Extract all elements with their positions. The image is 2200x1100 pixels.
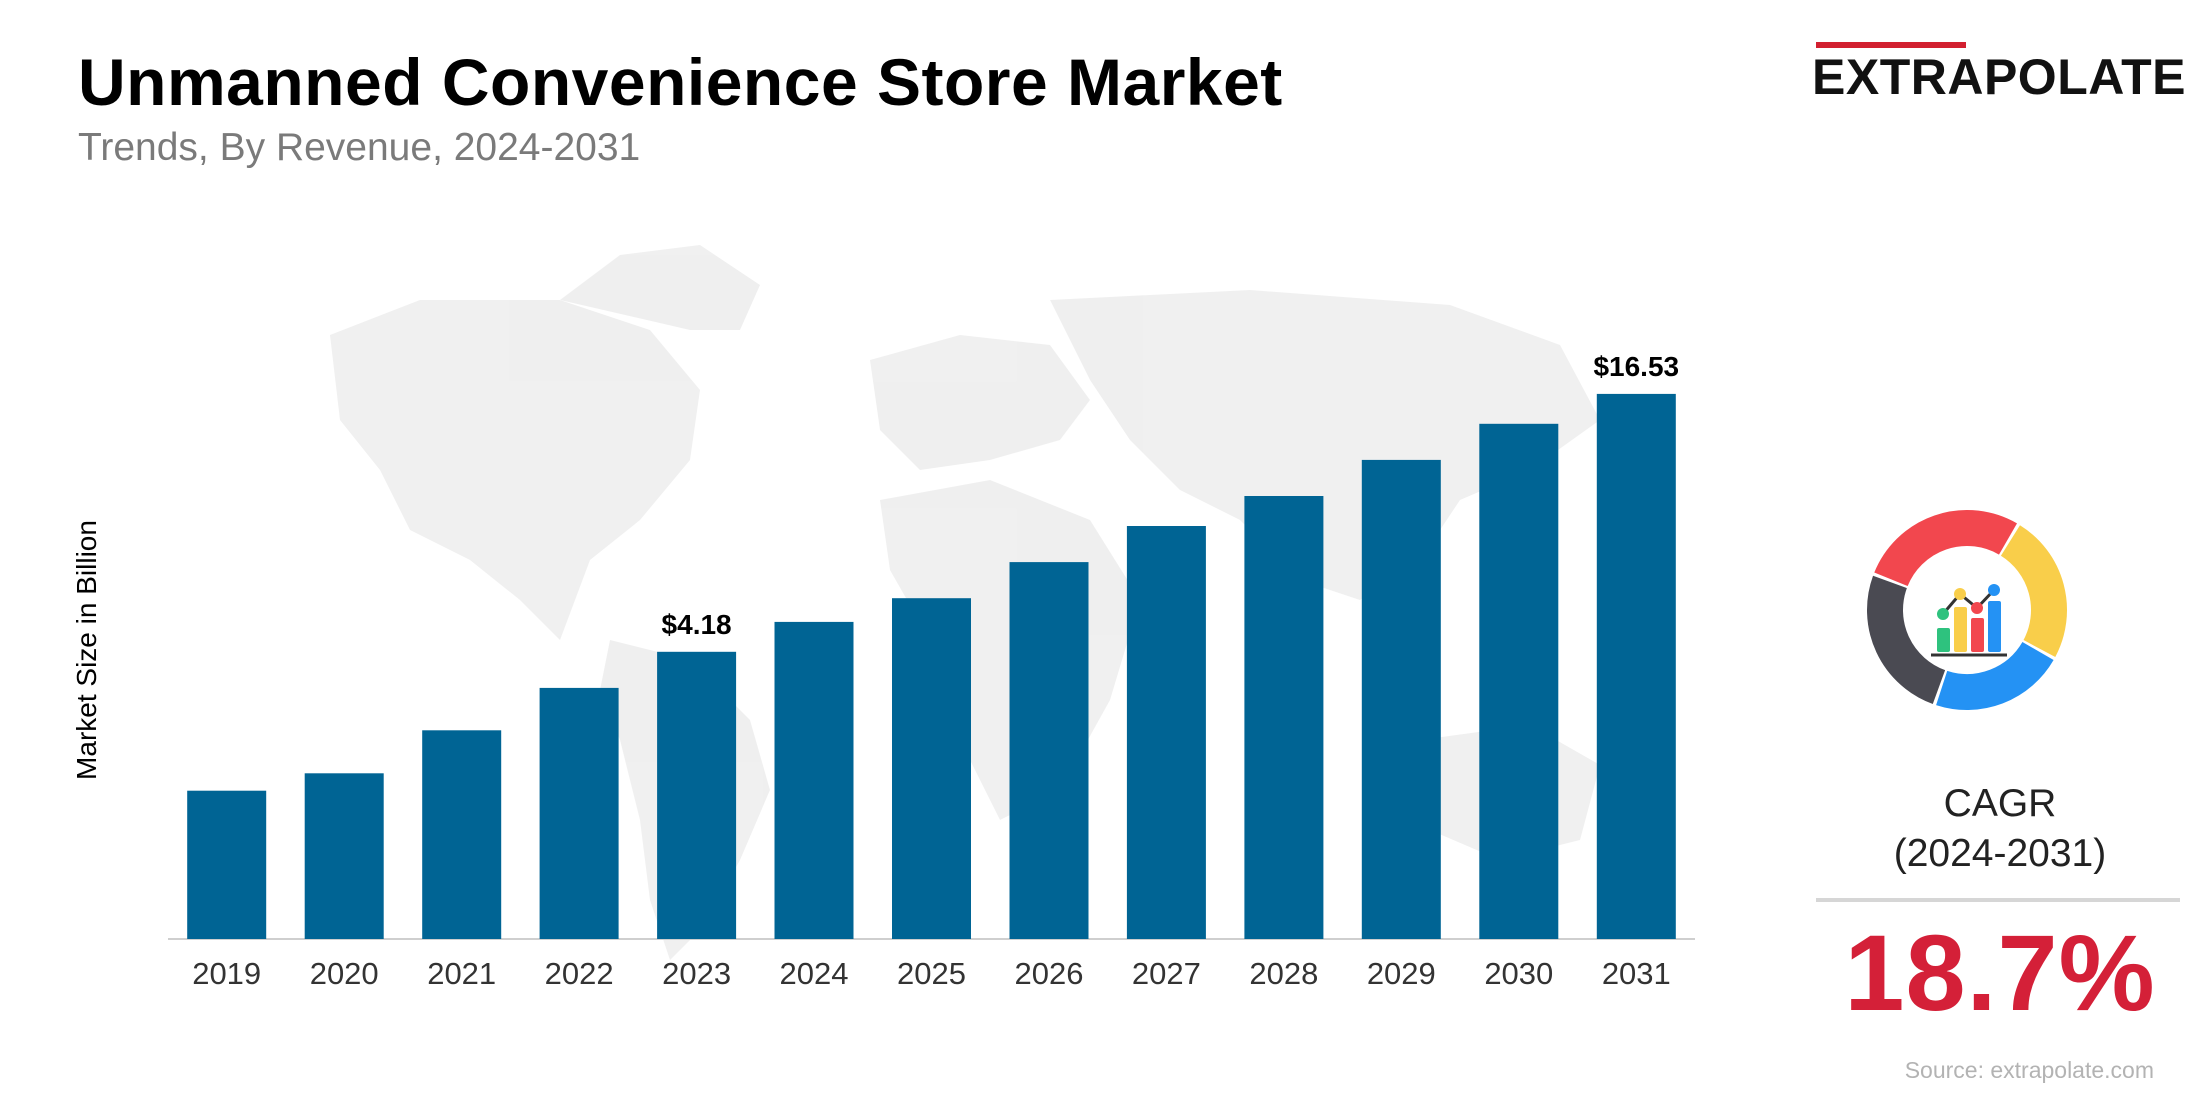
- logo-accent-bar: [1816, 42, 1966, 48]
- bar-2028: [1244, 496, 1324, 939]
- extrapolate-logo[interactable]: EXTRAPOLATE: [1812, 40, 2186, 105]
- donut-segment-yellow: [2000, 525, 2067, 657]
- cagr-label: CAGR: [1943, 782, 2057, 825]
- x-tick-2023: 2023: [662, 956, 731, 991]
- bar-chart: 2019 2020 2021 2022 2023 $4.18 2024 2025 2026 202…: [168, 245, 1695, 991]
- x-tick-2024: 2024: [780, 956, 849, 991]
- bar-2030: [1479, 423, 1559, 939]
- x-tick-2025: 2025: [897, 956, 966, 991]
- cagr-divider: [1816, 898, 2180, 902]
- x-tick-2020: 2020: [310, 956, 379, 991]
- x-tick-2031: 2031: [1602, 956, 1671, 991]
- bar-2029: [1361, 459, 1441, 939]
- bar-2027: [1126, 526, 1206, 939]
- analytics-donut-icon: [1865, 508, 2069, 717]
- donut-segment-red: [1874, 510, 2017, 587]
- x-tick-2021: 2021: [427, 956, 496, 991]
- donut-segment-dark: [1867, 575, 1946, 704]
- bar-2022: [539, 687, 619, 939]
- chart-title: Unmanned Convenience Store Market: [78, 45, 1283, 119]
- data-label-2031: $16.53: [1593, 351, 1679, 382]
- bar-2025: [892, 598, 971, 939]
- chart-subtitle: Trends, By Revenue, 2024-2031: [78, 126, 641, 169]
- bar-2024: [774, 621, 854, 939]
- bar-2031: [1596, 393, 1676, 939]
- bar-2021: [422, 730, 502, 939]
- bar-2026: [1009, 562, 1089, 939]
- x-tick-2027: 2027: [1132, 956, 1201, 991]
- bar-2019: [187, 790, 267, 939]
- x-tick-2028: 2028: [1249, 956, 1318, 991]
- cagr-period: (2024-2031): [1893, 832, 2107, 875]
- x-tick-2019: 2019: [192, 956, 261, 991]
- data-label-2023: $4.18: [662, 609, 732, 640]
- x-tick-2022: 2022: [545, 956, 614, 991]
- x-tick-2026: 2026: [1015, 956, 1084, 991]
- logo-text: EXTRAPOLATE: [1812, 49, 2187, 105]
- cagr-value: 18.7%: [1844, 912, 2156, 1033]
- bar-2023: [657, 651, 737, 939]
- bar-2020: [304, 773, 384, 939]
- source-note: Source: extrapolate.com: [1904, 1057, 2154, 1083]
- donut-segment-blue: [1936, 641, 2054, 710]
- chart-analytics-icon: [1931, 584, 2007, 657]
- x-tick-2030: 2030: [1484, 956, 1553, 991]
- x-tick-2029: 2029: [1367, 956, 1436, 991]
